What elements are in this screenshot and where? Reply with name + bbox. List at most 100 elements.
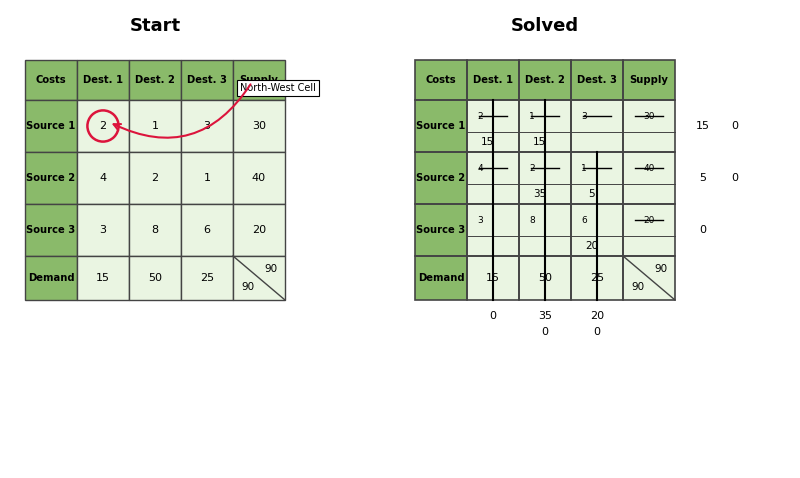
Bar [519, 236, 571, 256]
Bar [415, 152, 467, 184]
Text: 0: 0 [594, 327, 601, 337]
Text: Dest. 2: Dest. 2 [135, 75, 175, 85]
Text: 3: 3 [203, 121, 210, 131]
Bar [467, 60, 519, 100]
Text: 30: 30 [252, 121, 266, 131]
Text: Costs: Costs [36, 75, 66, 85]
Bar [467, 100, 519, 132]
Bar [181, 152, 233, 204]
Bar [77, 60, 129, 100]
Bar [571, 184, 623, 204]
Text: 2: 2 [151, 173, 158, 183]
Bar [25, 152, 77, 204]
Bar [77, 204, 129, 256]
Bar [519, 256, 571, 300]
Bar [623, 152, 675, 184]
Text: Dest. 1: Dest. 1 [83, 75, 123, 85]
Text: 25: 25 [590, 273, 604, 283]
Bar [415, 256, 467, 300]
Text: 90: 90 [631, 282, 644, 292]
Bar [519, 152, 571, 184]
Text: 15: 15 [96, 273, 110, 283]
Text: 8: 8 [151, 225, 158, 235]
Bar [181, 60, 233, 100]
Bar [519, 60, 571, 100]
Text: Source 2: Source 2 [26, 173, 75, 183]
Bar [25, 60, 77, 100]
Text: 40: 40 [643, 163, 654, 173]
Bar [623, 60, 675, 100]
Text: Dest. 3: Dest. 3 [187, 75, 227, 85]
Bar [467, 60, 519, 100]
Bar [129, 204, 181, 256]
Bar [571, 236, 623, 256]
Bar [623, 236, 675, 256]
Bar [571, 60, 623, 100]
Text: 5: 5 [589, 189, 595, 199]
Text: 0: 0 [490, 311, 497, 321]
Bar [77, 256, 129, 300]
Bar [519, 256, 571, 300]
Bar [415, 100, 467, 132]
FancyArrowPatch shape [114, 84, 250, 138]
Text: 1: 1 [529, 111, 535, 120]
Text: Demand: Demand [28, 273, 74, 283]
Text: 30: 30 [643, 111, 654, 120]
Text: Solved: Solved [511, 17, 579, 35]
Bar [623, 256, 675, 300]
Bar [233, 60, 285, 100]
Text: Source 1: Source 1 [26, 121, 76, 131]
Text: 0: 0 [731, 121, 738, 131]
Bar [467, 152, 519, 204]
Bar [415, 100, 467, 152]
Text: 15: 15 [696, 121, 710, 131]
Bar [467, 100, 519, 152]
Text: Dest. 1: Dest. 1 [473, 75, 513, 85]
Text: Source 3: Source 3 [417, 225, 466, 235]
Text: 90: 90 [654, 264, 667, 274]
Bar [467, 236, 519, 256]
Bar [571, 204, 623, 236]
Text: 0: 0 [731, 173, 738, 183]
Text: 4: 4 [99, 173, 106, 183]
Bar [571, 60, 623, 100]
Text: 20: 20 [643, 216, 654, 225]
Bar [467, 184, 519, 204]
Bar [129, 256, 181, 300]
Bar [415, 132, 467, 152]
Text: 0: 0 [699, 225, 706, 235]
Bar [77, 152, 129, 204]
Text: 3: 3 [99, 225, 106, 235]
Text: 1: 1 [581, 163, 587, 173]
Bar [519, 100, 571, 152]
Bar [623, 100, 675, 132]
Text: Dest. 3: Dest. 3 [577, 75, 617, 85]
Text: 20: 20 [586, 241, 598, 251]
Bar [519, 204, 571, 236]
Bar [415, 256, 467, 300]
Bar [181, 100, 233, 152]
Bar [415, 60, 467, 100]
Text: 50: 50 [538, 273, 552, 283]
Text: 15: 15 [486, 273, 500, 283]
Bar [571, 256, 623, 300]
Bar [415, 184, 467, 204]
Text: 20: 20 [252, 225, 266, 235]
Text: North-West Cell: North-West Cell [240, 83, 316, 93]
Text: 0: 0 [542, 327, 549, 337]
Bar [571, 100, 623, 132]
Bar [623, 60, 675, 100]
Bar [129, 60, 181, 100]
Text: Dest. 2: Dest. 2 [525, 75, 565, 85]
Bar [571, 152, 623, 204]
Bar [623, 132, 675, 152]
Text: 15: 15 [481, 137, 494, 147]
Bar [415, 204, 467, 256]
Text: 2: 2 [477, 111, 483, 120]
Text: 1: 1 [203, 173, 210, 183]
Bar [571, 132, 623, 152]
Bar [129, 100, 181, 152]
Bar [415, 236, 467, 256]
Bar [623, 152, 675, 204]
Text: 8: 8 [529, 216, 535, 225]
